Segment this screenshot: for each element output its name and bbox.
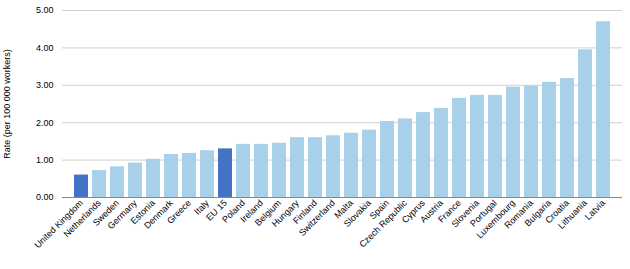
svg-text:Hungary: Hungary [269,197,301,229]
svg-text:Greece: Greece [165,198,193,226]
svg-text:Croatia: Croatia [543,197,571,226]
svg-text:Finland: Finland [291,197,319,226]
svg-text:Rate (per 100 000 workers): Rate (per 100 000 workers) [2,49,12,159]
svg-text:3.00: 3.00 [36,80,54,90]
svg-text:Luxembourg: Luxembourg [474,197,517,241]
svg-text:Czech Republic: Czech Republic [357,198,409,250]
svg-text:Switzerland: Switzerland [297,198,337,238]
svg-text:Slovakia: Slovakia [341,197,373,229]
svg-text:Denmark: Denmark [142,197,175,231]
svg-text:Germany: Germany [105,197,139,232]
svg-text:France: France [436,197,463,225]
svg-text:Lithuania: Lithuania [556,197,589,231]
svg-text:Spain: Spain [367,197,391,222]
svg-text:United Kingdom: United Kingdom [32,197,85,251]
svg-text:Malta: Malta [332,197,355,221]
svg-text:Italy: Italy [192,197,211,217]
svg-text:4.00: 4.00 [36,43,54,53]
svg-text:Portugal: Portugal [468,197,499,229]
svg-text:1.00: 1.00 [36,155,54,165]
svg-text:Cyprus: Cyprus [399,197,427,226]
svg-text:Bulgaria: Bulgaria [522,197,553,229]
svg-text:Sweden: Sweden [90,197,121,228]
svg-text:Estonia: Estonia [128,197,157,227]
svg-text:Romania: Romania [502,197,535,231]
svg-text:Poland: Poland [220,197,247,225]
svg-text:5.00: 5.00 [36,5,54,15]
svg-text:Ireland: Ireland [238,197,265,225]
svg-text:0.00: 0.00 [36,192,54,202]
svg-text:EU 15: EU 15 [204,197,229,223]
svg-text:Belgium: Belgium [252,197,283,228]
svg-text:Latvia: Latvia [583,198,607,222]
svg-text:2.00: 2.00 [36,118,54,128]
svg-text:Slovenia: Slovenia [449,197,481,230]
svg-text:Netherlands: Netherlands [61,197,103,240]
svg-text:Austria: Austria [418,197,445,225]
